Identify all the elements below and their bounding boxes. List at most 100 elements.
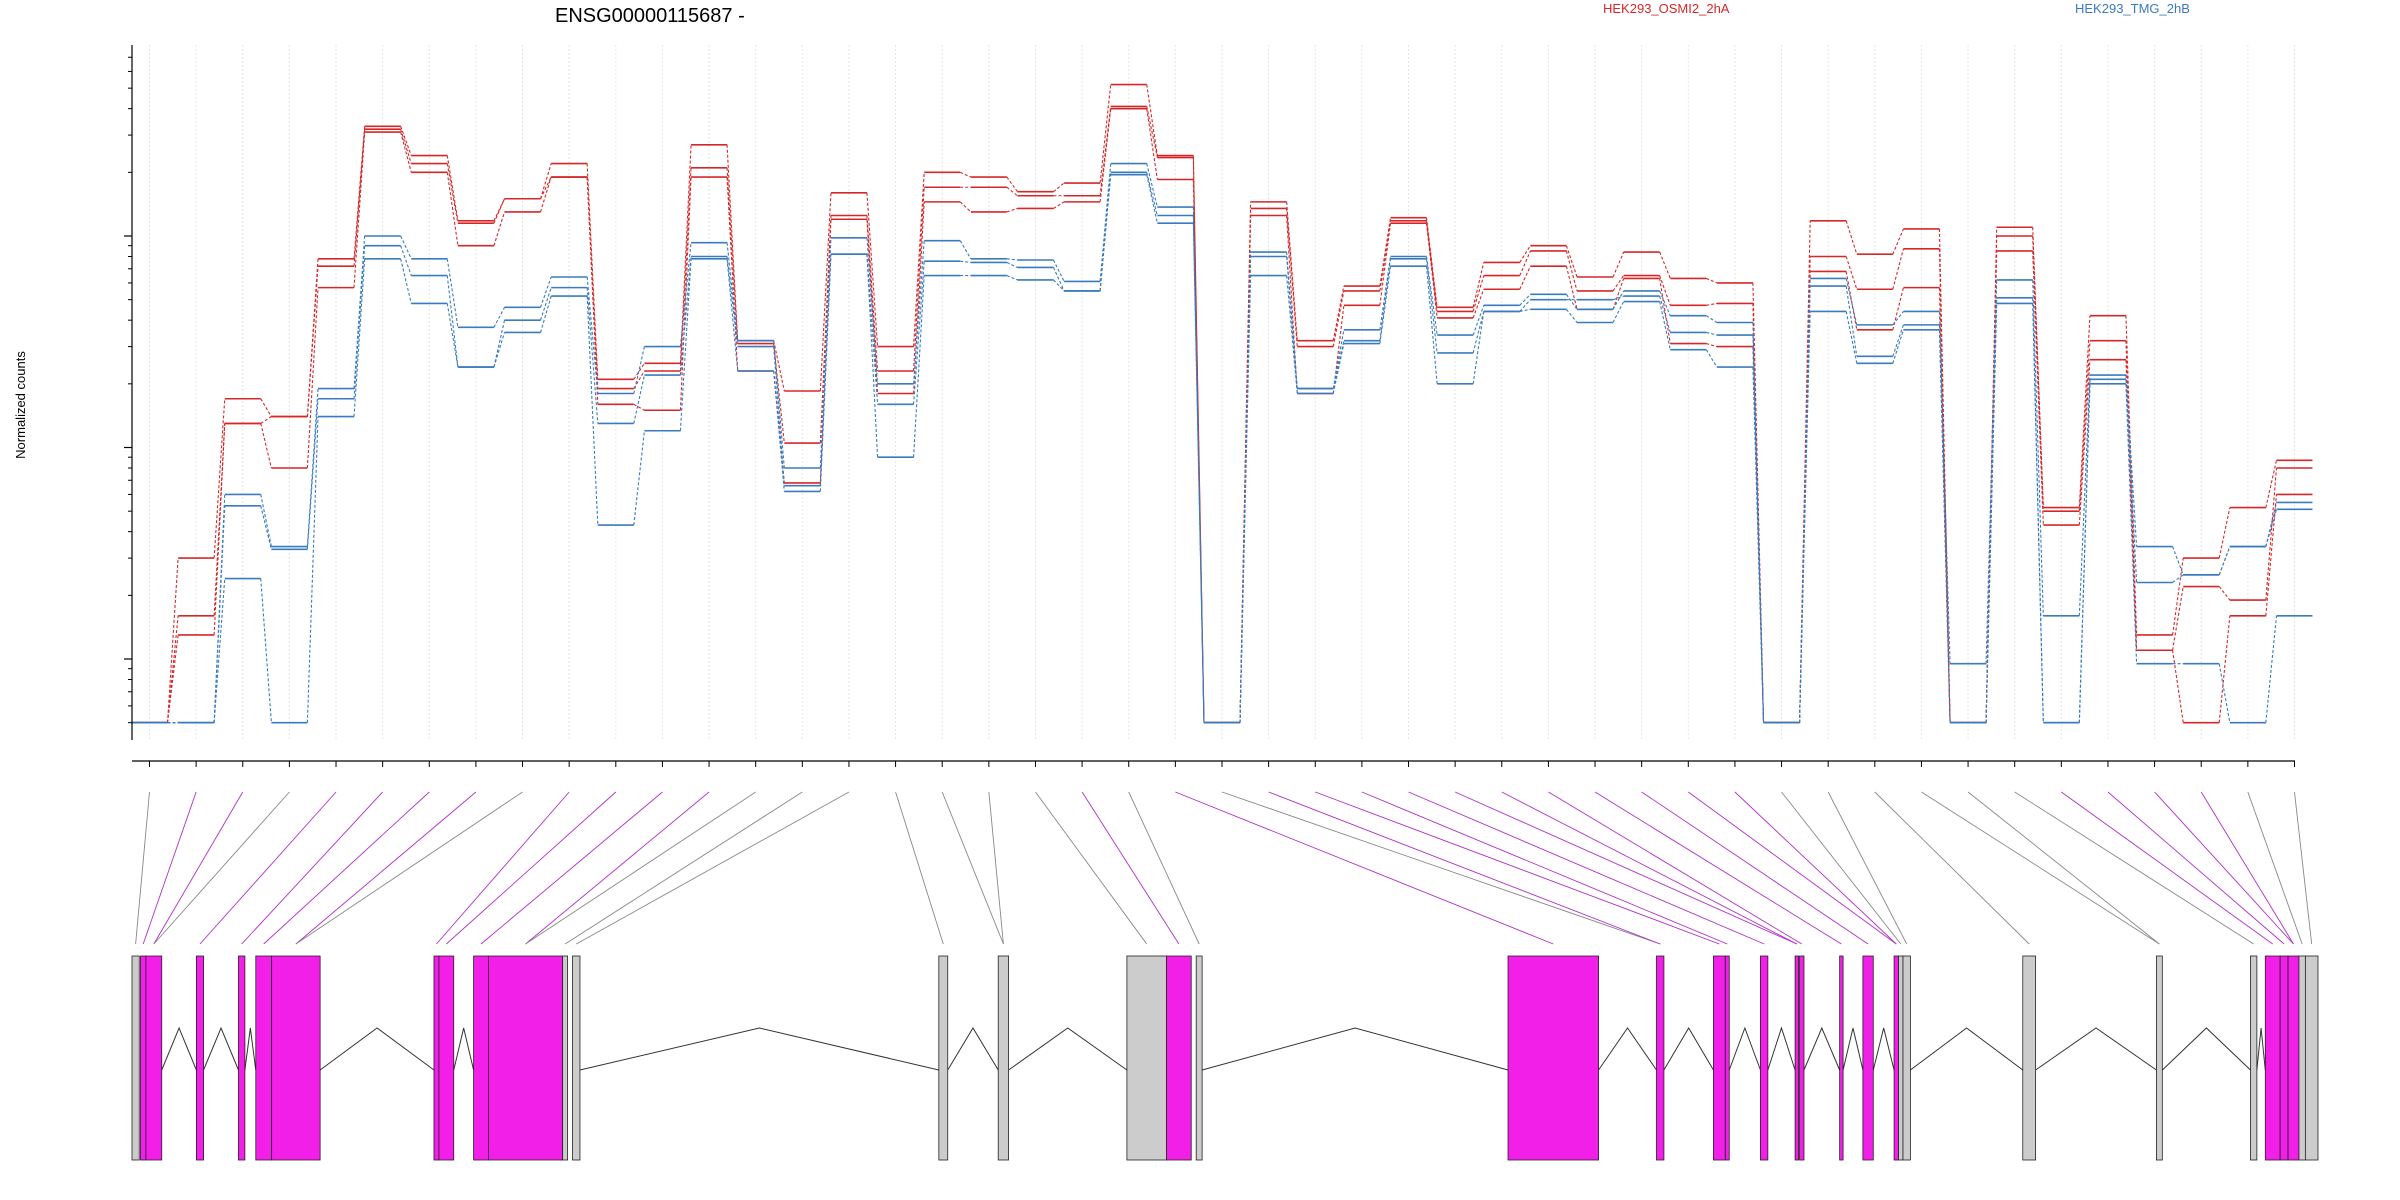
connector-E026 bbox=[1315, 791, 1720, 945]
series-2-link-33 bbox=[1659, 275, 1671, 306]
series-5-link-19 bbox=[1006, 261, 1018, 268]
intron-20 bbox=[1663, 1027, 1714, 1071]
series-1-link-1 bbox=[166, 558, 179, 723]
y-axis-label: Normalized counts bbox=[13, 351, 28, 459]
series-4-link-29 bbox=[1472, 305, 1485, 336]
series-6-link-13 bbox=[726, 258, 739, 372]
series-3-link-1 bbox=[166, 634, 179, 723]
series-6-link-35 bbox=[1752, 367, 1765, 723]
exon-box-32 bbox=[2155, 955, 2163, 1161]
series-6-link-22 bbox=[1146, 174, 1158, 224]
connector-E047 bbox=[2294, 791, 2313, 945]
series-4-link-30 bbox=[1519, 293, 1531, 306]
series-4-link-42 bbox=[2078, 375, 2091, 616]
series-3-link-42 bbox=[2078, 359, 2091, 526]
series-3-link-30 bbox=[1519, 265, 1531, 290]
series-6-link-12 bbox=[679, 258, 692, 431]
connector-E037 bbox=[1827, 791, 1908, 945]
series-2-link-27 bbox=[1379, 220, 1392, 291]
series-3-link-41 bbox=[2032, 250, 2044, 526]
exon-box-9 bbox=[438, 955, 455, 1161]
connector-E028 bbox=[1408, 791, 1765, 945]
series-2-link-29 bbox=[1472, 275, 1485, 312]
series-1-link-5 bbox=[353, 126, 366, 259]
series-5-link-30 bbox=[1519, 299, 1531, 312]
connector-E022 bbox=[1128, 791, 1200, 945]
exon-box-22 bbox=[1724, 955, 1730, 1161]
series-6-link-17 bbox=[913, 275, 925, 458]
series-5-link-32 bbox=[1612, 295, 1624, 301]
series-1-link-33 bbox=[1659, 251, 1671, 279]
series-6-link-42 bbox=[2078, 383, 2091, 723]
connector-E032 bbox=[1594, 791, 1842, 945]
series-1-link-14 bbox=[773, 340, 785, 392]
series-6-link-2 bbox=[213, 578, 226, 723]
series-6-link-14 bbox=[773, 370, 785, 492]
series-2-link-8 bbox=[493, 198, 506, 224]
series-6-link-37 bbox=[1845, 311, 1858, 364]
series-3-link-2 bbox=[213, 423, 226, 635]
connector-E016 bbox=[576, 791, 850, 945]
series-6-link-8 bbox=[493, 332, 506, 368]
series-5-link-26 bbox=[1332, 340, 1345, 389]
exon-box-33 bbox=[2250, 955, 2258, 1161]
series-6-link-23 bbox=[1192, 223, 1205, 723]
series-2-link-41 bbox=[2032, 235, 2044, 512]
series-4-link-9 bbox=[540, 276, 552, 308]
series-2-link-30 bbox=[1519, 250, 1531, 276]
series-3-link-16 bbox=[866, 219, 879, 394]
exon-box-3 bbox=[145, 955, 163, 1161]
exon-box-5 bbox=[238, 955, 246, 1161]
exon-box-31 bbox=[2022, 955, 2037, 1161]
series-5-link-10 bbox=[586, 287, 599, 424]
intron-14 bbox=[947, 1027, 999, 1071]
intron-26 bbox=[1842, 1027, 1864, 1071]
series-3-link-33 bbox=[1659, 278, 1671, 344]
series-2-link-32 bbox=[1612, 275, 1625, 292]
series-4-link-6 bbox=[400, 235, 412, 260]
series-1-link-44 bbox=[2172, 558, 2184, 635]
series-6-link-29 bbox=[1472, 311, 1485, 384]
series-4-link-26 bbox=[1332, 329, 1345, 389]
connector-E014 bbox=[525, 791, 756, 945]
series-3-link-10 bbox=[586, 177, 599, 405]
series-1-link-2 bbox=[213, 398, 226, 559]
series-6-link-38 bbox=[1892, 329, 1904, 364]
intron-9 bbox=[453, 1027, 475, 1071]
intron-23 bbox=[1767, 1026, 1796, 1071]
exon-box-19 bbox=[1507, 955, 1599, 1161]
series-2-link-7 bbox=[446, 163, 459, 224]
connector-E012 bbox=[480, 791, 663, 945]
series-6-link-28 bbox=[1425, 266, 1438, 384]
series-4-link-14 bbox=[773, 340, 785, 469]
series-5-link-3 bbox=[260, 505, 272, 550]
series-3-link-45 bbox=[2218, 615, 2231, 723]
series-6-link-32 bbox=[1612, 301, 1625, 323]
series-3-link-27 bbox=[1379, 223, 1392, 306]
series-5-link-25 bbox=[1286, 256, 1298, 389]
exon-box-14 bbox=[938, 955, 949, 1161]
exon-box-36 bbox=[2287, 955, 2300, 1161]
series-1-link-18 bbox=[959, 171, 972, 178]
series-4-link-22 bbox=[1146, 163, 1158, 208]
series-1-link-19 bbox=[1006, 176, 1018, 193]
exon-box-8 bbox=[433, 955, 440, 1161]
connector-E045 bbox=[2200, 791, 2294, 945]
series-1-link-9 bbox=[540, 163, 552, 199]
connector-E031 bbox=[1548, 791, 1802, 945]
connector-E004 bbox=[153, 791, 290, 945]
grid-lines bbox=[149, 45, 2295, 740]
series-1-link-34 bbox=[1706, 277, 1718, 284]
series-2-link-15 bbox=[819, 215, 832, 444]
series-2-link-19 bbox=[1006, 186, 1018, 197]
series-2-link-40 bbox=[1985, 235, 1998, 723]
series-5-link-43 bbox=[2125, 379, 2138, 583]
series-6-link-33 bbox=[1659, 301, 1671, 350]
intron-25 bbox=[1803, 1026, 1841, 1071]
series-4-link-11 bbox=[633, 346, 645, 394]
series-4-link-21 bbox=[1099, 163, 1112, 282]
series-1-link-26 bbox=[1332, 285, 1345, 341]
series-2-link-12 bbox=[679, 167, 692, 372]
exon-box-11 bbox=[488, 955, 564, 1161]
connector-E039 bbox=[1921, 791, 2160, 945]
